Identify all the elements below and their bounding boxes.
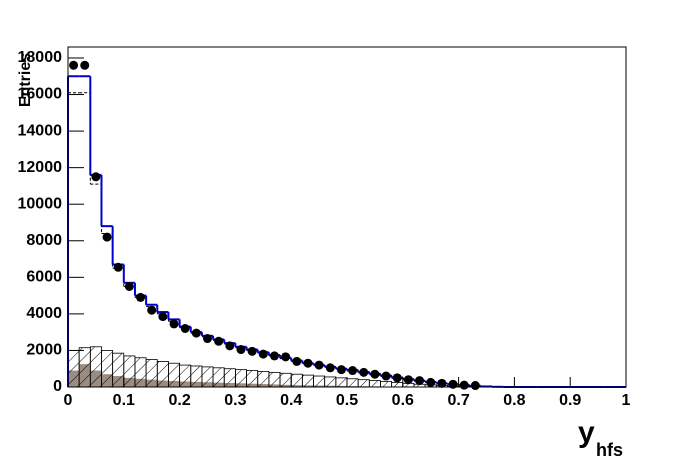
hist-bar [279, 372, 292, 388]
x-axis-label: y [578, 416, 595, 449]
x-tick-label: 0.2 [168, 392, 190, 409]
hist-bar [391, 382, 404, 388]
data-point [403, 375, 413, 385]
y-tick-label: 4000 [26, 305, 62, 322]
x-tick-label: 0.1 [113, 392, 135, 409]
x-tick-label: 0.3 [224, 392, 246, 409]
x-tick-label: 1 [622, 392, 631, 409]
hist-bar [357, 379, 370, 388]
data-point [258, 349, 268, 359]
hist-bar [234, 369, 247, 388]
data-point [113, 262, 123, 272]
data-point [381, 371, 391, 381]
hist-bar [257, 371, 270, 388]
data-point [269, 351, 279, 361]
data-point [180, 324, 190, 334]
y-axis-label: Entries [17, 53, 34, 107]
data-point [236, 345, 246, 355]
data-point [203, 334, 212, 344]
data-point [80, 60, 90, 70]
y-tick-label: 6000 [26, 269, 62, 286]
y-tick-label: 0 [53, 378, 62, 395]
data-point [303, 358, 313, 368]
hist-bar [380, 381, 393, 388]
data-point [247, 346, 257, 356]
x-tick-label: 0.8 [503, 392, 525, 409]
hist-bar [179, 364, 192, 388]
data-point [325, 363, 335, 373]
data-point [370, 369, 380, 379]
data-point [392, 373, 402, 383]
hist-bar [212, 367, 225, 388]
y-tick-label: 10000 [18, 195, 63, 212]
data-point [69, 60, 79, 70]
hist-bar [78, 347, 91, 388]
hist-bar [67, 350, 80, 388]
data-point [191, 328, 201, 338]
data-point [225, 341, 235, 351]
y-tick-label: 8000 [26, 232, 62, 249]
y-tick-label: 16000 [18, 86, 63, 103]
data-point [292, 356, 302, 366]
data-point [359, 367, 369, 377]
x-tick-label: 0 [64, 392, 73, 409]
x-tick-label: 0.5 [336, 392, 358, 409]
hist-bar [156, 361, 169, 388]
x-tick-label: 0.9 [559, 392, 581, 409]
data-point [158, 312, 168, 322]
hist-bar [134, 357, 147, 388]
hist-bar [368, 380, 381, 388]
hist-bar [223, 368, 236, 388]
plot-area [68, 47, 626, 387]
data-point [102, 232, 112, 242]
y-tick-label: 12000 [18, 159, 63, 176]
data-point [437, 378, 447, 388]
hist-bar [123, 355, 136, 388]
hist-bar [190, 365, 203, 388]
hist-bar [112, 352, 125, 388]
data-point [426, 377, 436, 387]
hist-bar [246, 370, 259, 388]
data-point [91, 172, 101, 182]
data-point [415, 376, 425, 386]
data-point [147, 305, 157, 315]
hist-bar [168, 362, 181, 388]
data-point [124, 281, 134, 291]
x-tick-label: 0.7 [447, 392, 469, 409]
y-tick-label: 14000 [18, 122, 63, 139]
data-point [214, 336, 224, 346]
data-point [281, 352, 291, 362]
hist-bar [313, 375, 326, 388]
data-point [136, 292, 146, 302]
hist-bar [335, 377, 348, 388]
data-point [470, 381, 480, 391]
y-tick-label: 2000 [26, 342, 62, 359]
data-point [459, 380, 469, 390]
y-tick-label: 18000 [18, 49, 63, 66]
hist-bar [324, 376, 337, 388]
hist-bar [268, 371, 281, 388]
hist-bar [290, 373, 303, 388]
data-point [336, 365, 346, 375]
hist-bar [301, 374, 314, 388]
hist-bar [346, 378, 359, 388]
data-point [314, 360, 324, 370]
x-tick-label: 0.4 [280, 392, 302, 409]
x-tick-label: 0.6 [392, 392, 414, 409]
x-axis-label-subscript: hfs [596, 440, 623, 460]
hist-bar [145, 359, 158, 388]
hist-bar [89, 346, 102, 388]
hist-bar [101, 350, 114, 388]
data-point [348, 366, 358, 376]
hist-bar [201, 366, 214, 388]
data-point [169, 319, 179, 329]
